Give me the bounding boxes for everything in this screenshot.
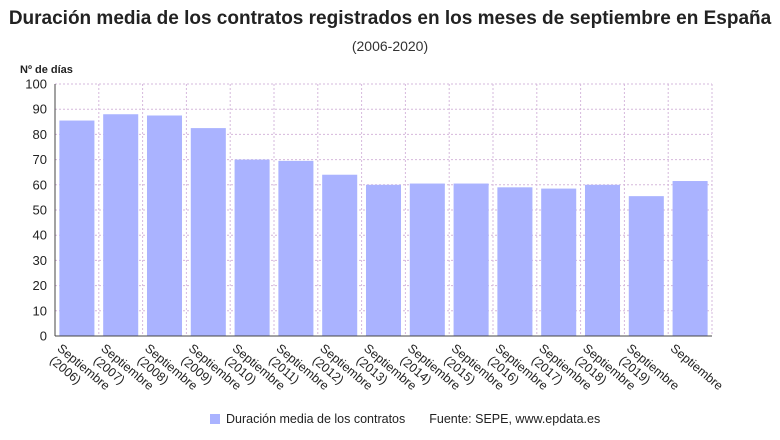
bar (103, 114, 139, 337)
bar (322, 174, 358, 336)
chart-footer: Duración media de los contratos Fuente: … (210, 412, 600, 426)
y-tick-label: 100 (25, 77, 47, 92)
bar (541, 188, 577, 336)
chart-subtitle: (2006-2020) (351, 38, 429, 54)
source-text: Fuente: SEPE, www.epdata.es (429, 412, 601, 426)
y-tick-label: 60 (33, 177, 47, 192)
bar (453, 183, 489, 336)
bar (409, 183, 445, 336)
bar (497, 187, 533, 336)
legend-label: Duración media de los contratos (226, 412, 406, 426)
y-tick-label: 40 (33, 228, 47, 243)
bar (628, 196, 664, 336)
y-tick-label: 80 (33, 127, 47, 142)
y-tick-label: 90 (33, 102, 47, 117)
bar-chart: Nº de días0102030405060708090100Septiemb… (20, 64, 726, 393)
bar (146, 115, 183, 336)
bar (278, 160, 314, 336)
y-tick-label: 20 (33, 278, 47, 293)
bar (234, 159, 270, 336)
bar (59, 120, 95, 336)
bar (365, 184, 402, 336)
chart-title: Duración media de los contratos registra… (8, 8, 772, 29)
y-tick-label: 0 (40, 329, 47, 344)
y-tick-label: 70 (33, 152, 47, 167)
y-tick-label: 10 (33, 303, 47, 318)
y-axis-label: Nº de días (20, 64, 73, 76)
y-tick-label: 50 (33, 203, 47, 218)
legend-swatch (210, 414, 220, 424)
y-tick-label: 30 (33, 253, 47, 268)
bar (584, 184, 621, 336)
bar (190, 128, 226, 336)
bar (672, 181, 708, 336)
